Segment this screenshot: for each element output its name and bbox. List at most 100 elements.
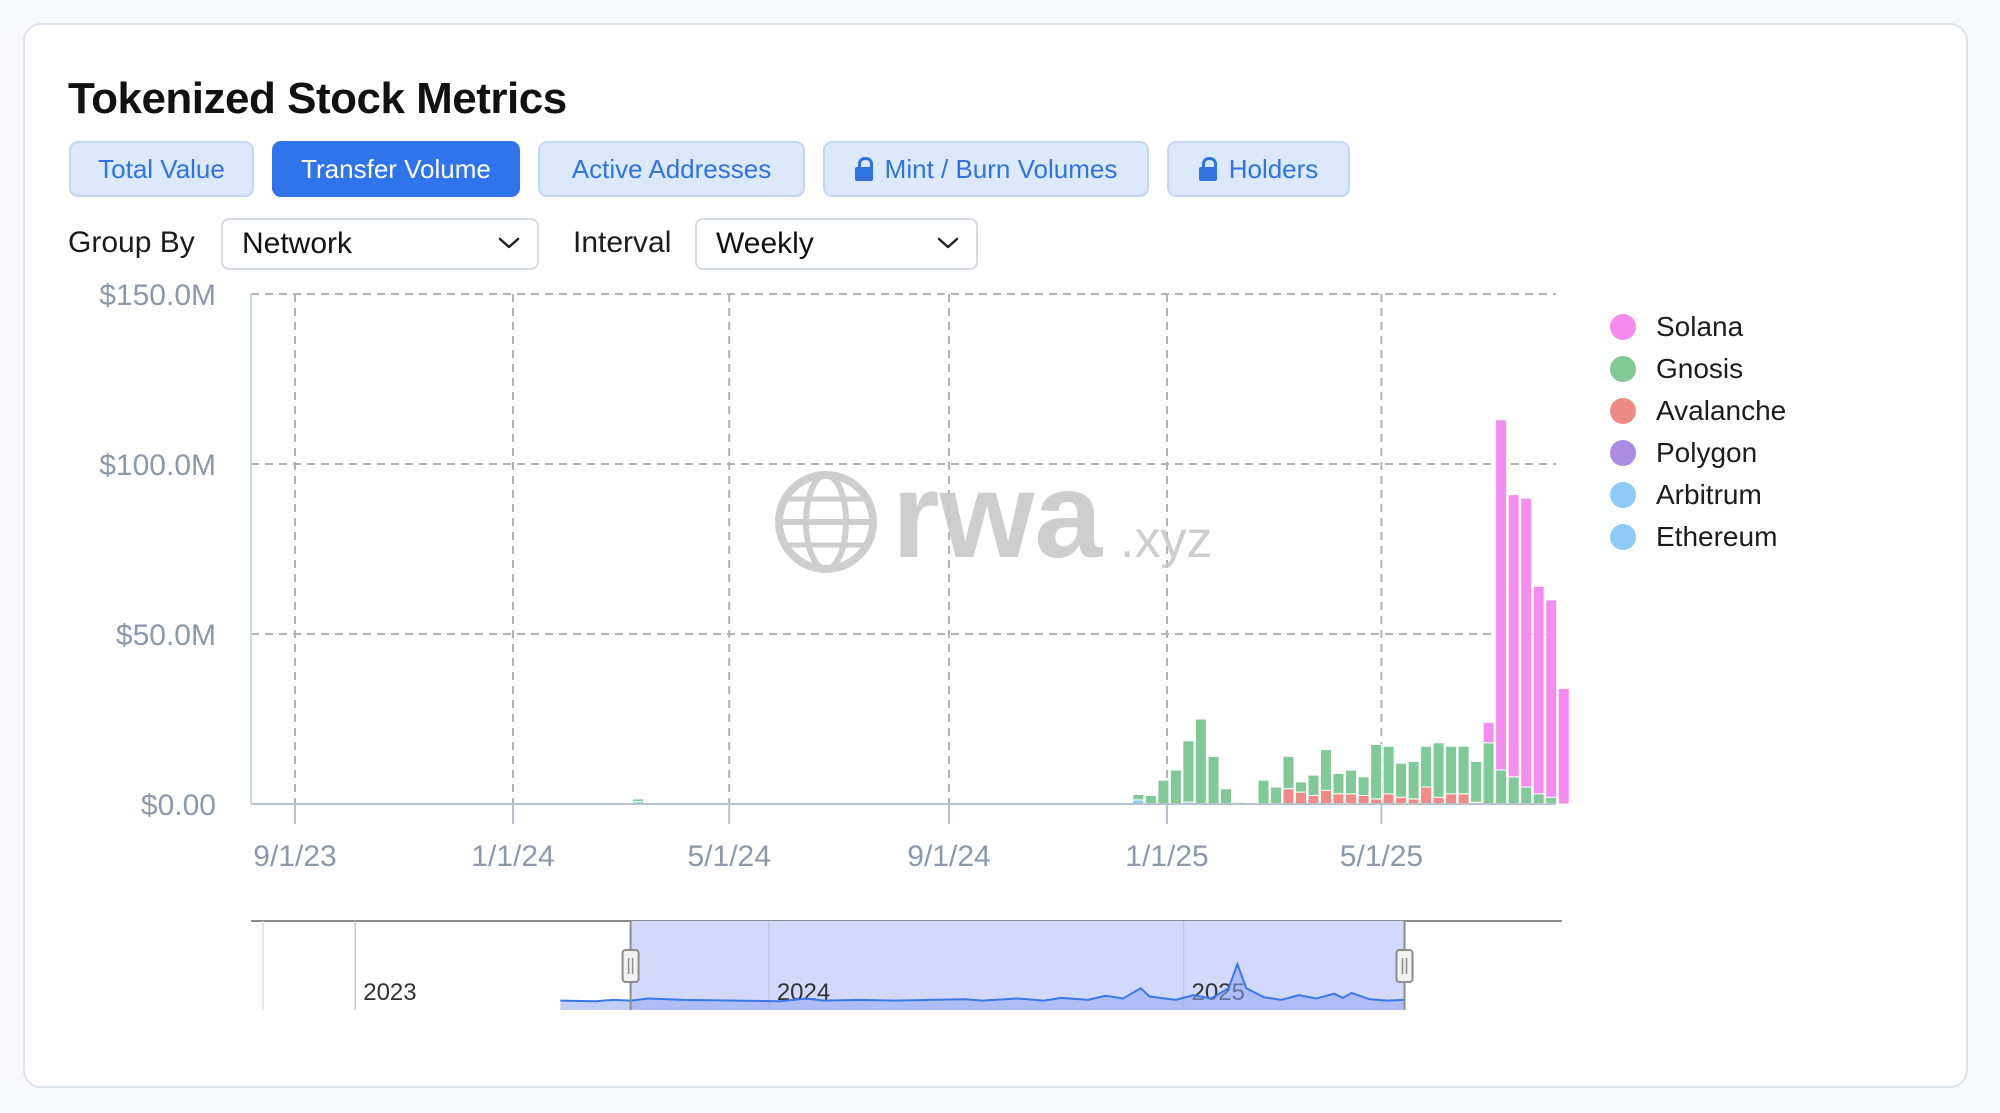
bar-gnosis xyxy=(1182,740,1195,803)
bar-gnosis xyxy=(1445,745,1458,795)
bar-avalanche xyxy=(1282,788,1295,805)
watermark-suffix: .xyz xyxy=(1120,511,1212,569)
lock-icon xyxy=(1198,157,1217,181)
bar-gnosis xyxy=(1357,776,1370,796)
bar-gnosis xyxy=(1432,742,1445,798)
interval-select[interactable]: Weekly xyxy=(695,218,978,270)
tab-total-value[interactable]: Total Value xyxy=(69,141,254,197)
legend-item-gnosis[interactable]: Gnosis xyxy=(1610,352,1743,386)
bar-solana xyxy=(1520,497,1533,788)
x-tick-label: 1/1/25 xyxy=(1125,840,1208,873)
bar-gnosis xyxy=(1407,761,1420,800)
bar-gnosis xyxy=(1332,772,1345,795)
x-tick-label: 9/1/23 xyxy=(253,840,336,873)
legend-marker xyxy=(1610,356,1636,382)
tab-active-addresses[interactable]: Active Addresses xyxy=(538,141,805,197)
chart-bars xyxy=(632,419,1570,805)
bar-gnosis xyxy=(1382,745,1395,795)
bar-gnosis xyxy=(1532,793,1545,805)
navigator-handle-grip xyxy=(1395,949,1414,983)
tab-label: Mint / Burn Volumes xyxy=(884,153,1118,184)
bar-gnosis xyxy=(1132,794,1145,801)
bar-avalanche xyxy=(1320,789,1332,805)
bar-solana xyxy=(1507,494,1520,778)
legend-label: Avalanche xyxy=(1656,395,1787,426)
navigator-selection xyxy=(630,921,1405,1010)
bar-gnosis xyxy=(1207,755,1220,805)
navigator-line xyxy=(560,961,1405,1003)
navigator-handle-grip xyxy=(621,949,640,983)
bar-avalanche xyxy=(1295,791,1307,805)
legend-marker xyxy=(1610,440,1636,466)
tab-transfer-volume[interactable]: Transfer Volume xyxy=(272,141,520,197)
navigator-area xyxy=(560,964,1405,1010)
bar-gnosis xyxy=(1345,769,1357,795)
bar-solana xyxy=(1545,599,1558,798)
bar-gnosis xyxy=(1457,745,1470,795)
legend-item-polygon[interactable]: Polygon xyxy=(1610,436,1757,470)
tab-mint-burn-volumes[interactable]: Mint / Burn Volumes xyxy=(823,141,1149,197)
bar-avalanche xyxy=(1307,795,1320,805)
bar-solana xyxy=(1532,585,1545,795)
lock-icon xyxy=(854,157,873,181)
legend-item-arbitrum[interactable]: Arbitrum xyxy=(1610,478,1762,512)
bar-gnosis xyxy=(1270,786,1282,805)
tab-holders[interactable]: Holders xyxy=(1167,141,1350,197)
bar-gnosis xyxy=(1307,774,1320,796)
tab-label: Transfer Volume xyxy=(301,153,491,184)
legend-label: Solana xyxy=(1656,311,1744,342)
watermark: rwa .xyz xyxy=(775,447,1212,583)
legend-marker xyxy=(1610,482,1636,508)
bar-avalanche xyxy=(1345,793,1357,805)
legend-item-ethereum[interactable]: Ethereum xyxy=(1610,520,1777,554)
y-tick-label: $50.0M xyxy=(116,619,216,652)
bar-avalanche xyxy=(1332,793,1345,805)
legend-label: Ethereum xyxy=(1656,521,1778,552)
legend-marker xyxy=(1610,398,1636,424)
bar-avalanche xyxy=(1382,793,1395,805)
tab-label: Total Value xyxy=(98,153,225,184)
interval-value: Weekly xyxy=(716,227,814,260)
bar-gnosis xyxy=(1520,786,1533,805)
metrics-card xyxy=(23,23,1968,1088)
bar-solana xyxy=(1495,419,1508,771)
bar-gnosis xyxy=(1194,718,1207,805)
bar-gnosis xyxy=(1370,744,1383,800)
navigator-handle-left[interactable] xyxy=(621,921,640,1010)
bar-avalanche xyxy=(1395,796,1408,805)
bar-gnosis xyxy=(1169,769,1182,805)
bar-gnosis xyxy=(1220,788,1232,805)
bar-avalanche xyxy=(1445,793,1458,805)
bar-solana xyxy=(1557,687,1570,805)
bar-gnosis xyxy=(1395,762,1408,798)
bar-avalanche xyxy=(1420,786,1433,805)
globe-icon xyxy=(775,471,877,573)
bar-gnosis xyxy=(1295,781,1307,793)
tab-label: Active Addresses xyxy=(571,153,772,184)
x-tick-label: 9/1/24 xyxy=(907,840,990,873)
bar-gnosis xyxy=(1482,742,1495,805)
tab-label: Holders xyxy=(1228,153,1319,184)
legend-label: Gnosis xyxy=(1656,353,1744,384)
legend-marker xyxy=(1610,524,1636,550)
bar-avalanche xyxy=(1457,793,1470,805)
group-by-label: Group By xyxy=(68,226,195,259)
bar-gnosis xyxy=(1420,745,1433,788)
x-tick-label: 5/1/25 xyxy=(1340,840,1423,873)
bar-gnosis xyxy=(1157,779,1170,805)
bar-gnosis xyxy=(1470,761,1483,803)
group-by-select[interactable]: Network xyxy=(221,218,539,270)
legend-item-avalanche[interactable]: Avalanche xyxy=(1610,394,1786,428)
bar-solana xyxy=(1482,721,1495,744)
legend-item-solana[interactable]: Solana xyxy=(1610,310,1743,344)
bar-gnosis xyxy=(1282,755,1295,790)
chart-axes: $0.00 $50.0M $100.0M $150.0M 9/1/23 1/1/24 5/1… xyxy=(99,279,1556,873)
y-tick-label: $0.00 xyxy=(141,789,216,822)
bar-gnosis xyxy=(632,798,645,803)
bar-gnosis xyxy=(1507,776,1520,805)
group-by-value: Network xyxy=(242,227,353,260)
y-tick-label: $100.0M xyxy=(99,449,216,482)
interval-label: Interval xyxy=(573,226,672,259)
navigator-handle-right[interactable] xyxy=(1395,921,1414,1010)
